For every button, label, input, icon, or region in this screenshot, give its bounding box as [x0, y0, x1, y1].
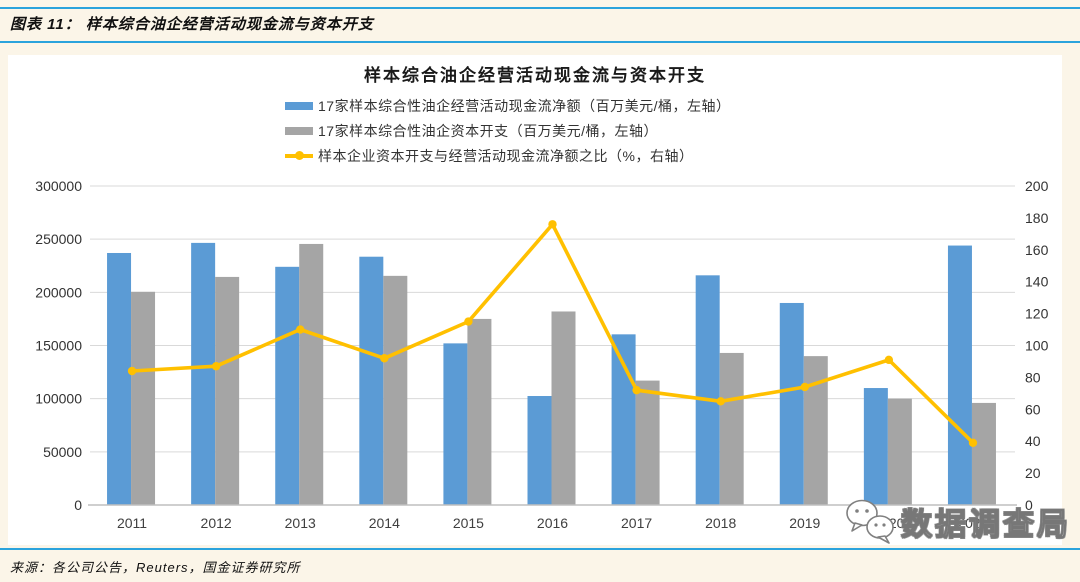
- x-axis-label: 2014: [369, 515, 400, 531]
- legend-item-operating-cashflow: 17家样本综合性油企经营活动现金流净额（百万美元/桶，左轴）: [285, 96, 730, 115]
- bar: [527, 396, 552, 505]
- header-top-rule: [0, 7, 1080, 9]
- bar: [779, 302, 804, 505]
- line-marker: [632, 385, 641, 395]
- left-axis-labels: 0 50000 100000 150000 200000 250000 300000: [35, 178, 82, 513]
- watermark-text: 数据调查局: [900, 506, 1071, 542]
- bar: [359, 256, 384, 505]
- line-marker: [380, 354, 389, 363]
- bar: [131, 291, 156, 505]
- legend-item-capex: 17家样本综合性油企资本开支（百万美元/桶，左轴）: [285, 121, 730, 140]
- right-axis-tick: 20: [1025, 465, 1041, 481]
- bar: [275, 266, 300, 505]
- right-axis-tick: 60: [1025, 401, 1041, 417]
- line-marker: [464, 317, 473, 326]
- x-axis-label: 2013: [285, 515, 316, 531]
- legend-marker-yellow-line: [285, 150, 313, 160]
- right-axis-tick: 80: [1025, 369, 1041, 385]
- legend-label: 17家样本综合性油企经营活动现金流净额（百万美元/桶，左轴）: [318, 97, 731, 114]
- right-axis-tick: 200: [1025, 178, 1049, 194]
- line-marker: [127, 366, 137, 376]
- ratio-line: [127, 220, 978, 447]
- legend-line-dot: [295, 150, 304, 160]
- bars-operating-cashflow: [107, 242, 972, 505]
- bar: [467, 318, 492, 505]
- legend-label: 17家样本综合性油企资本开支（百万美元/桶，左轴）: [318, 122, 658, 139]
- x-axis-label: 2016: [537, 515, 568, 531]
- right-axis-labels: 0 20 40 60 80 100 120 140 160 180 200: [1025, 178, 1049, 513]
- right-axis-tick: 140: [1025, 274, 1049, 290]
- line-marker: [211, 362, 221, 371]
- line-marker: [716, 397, 725, 406]
- x-axis-labels: 2011201220132014201520162017201820192020…: [117, 515, 989, 531]
- bar: [107, 252, 132, 505]
- bar: [443, 343, 468, 505]
- legend-marker-gray-bar: [285, 126, 313, 135]
- line-marker: [296, 325, 305, 334]
- bars-capex: [131, 243, 996, 505]
- bar: [191, 242, 216, 505]
- header-bottom-rule: [0, 41, 1080, 43]
- bar: [299, 243, 324, 505]
- line-marker: [884, 355, 894, 365]
- left-axis-tick: 50000: [43, 444, 82, 460]
- left-axis-tick: 100000: [35, 391, 82, 407]
- line-marker: [548, 220, 557, 229]
- bar: [383, 275, 408, 505]
- bar: [611, 334, 636, 505]
- left-axis-tick: 200000: [35, 284, 82, 300]
- bar: [695, 275, 720, 505]
- left-axis-tick: 250000: [35, 231, 82, 247]
- footer-rule: [0, 548, 1080, 550]
- right-axis-tick: 0: [1025, 497, 1033, 513]
- left-axis-tick: 300000: [35, 178, 82, 194]
- x-axis-label: 2011: [117, 515, 147, 531]
- x-axis-label: 2017: [621, 515, 652, 531]
- chart-title: 样本综合油企经营活动现金流与资本开支: [364, 66, 706, 85]
- right-axis-tick: 180: [1025, 210, 1049, 226]
- bar: [215, 276, 240, 505]
- figure-caption: 图表 11： 样本综合油企经营活动现金流与资本开支: [10, 16, 374, 33]
- legend-item-ratio: 样本企业资本开支与经营活动现金流净额之比（%，右轴）: [285, 146, 730, 165]
- right-axis-tick: 40: [1025, 433, 1041, 449]
- right-axis-tick: 160: [1025, 242, 1049, 258]
- bar: [971, 402, 996, 505]
- bar: [863, 388, 888, 505]
- legend-marker-blue-bar: [285, 101, 313, 110]
- x-axis-label: 2012: [201, 515, 232, 531]
- line-marker: [968, 438, 978, 447]
- line-marker: [800, 382, 809, 392]
- x-axis-label: 2019: [789, 515, 820, 531]
- bar: [551, 311, 576, 505]
- bar: [947, 245, 972, 505]
- bar: [719, 352, 744, 505]
- x-axis-label: 2015: [453, 515, 484, 531]
- legend-label: 样本企业资本开支与经营活动现金流净额之比（%，右轴）: [318, 147, 694, 164]
- chart-canvas: 0 50000 100000 150000 200000 250000 300000 0 20 4…: [35, 178, 1049, 531]
- chat-bubbles-icon: [846, 499, 894, 544]
- chart-panel: 样本综合油企经营活动现金流与资本开支 17家样本综合性油企经营活动现金流净额（百…: [8, 55, 1062, 545]
- right-axis-tick: 120: [1025, 306, 1049, 322]
- bar: [803, 356, 828, 505]
- bar: [887, 398, 912, 505]
- left-axis-tick: 0: [74, 497, 82, 513]
- source-note: 来源：各公司公告，Reuters，国金证券研究所: [10, 560, 301, 575]
- x-axis-label: 2018: [705, 515, 736, 531]
- watermark: 数据调查局: [845, 497, 1071, 545]
- right-axis-tick: 100: [1025, 338, 1049, 354]
- x-axis-label: 2021: [957, 515, 988, 531]
- bar: [635, 380, 660, 505]
- chart-legend: 17家样本综合性油企经营活动现金流净额（百万美元/桶，左轴） 17家样本综合性油…: [285, 96, 730, 171]
- left-axis-tick: 150000: [35, 338, 82, 354]
